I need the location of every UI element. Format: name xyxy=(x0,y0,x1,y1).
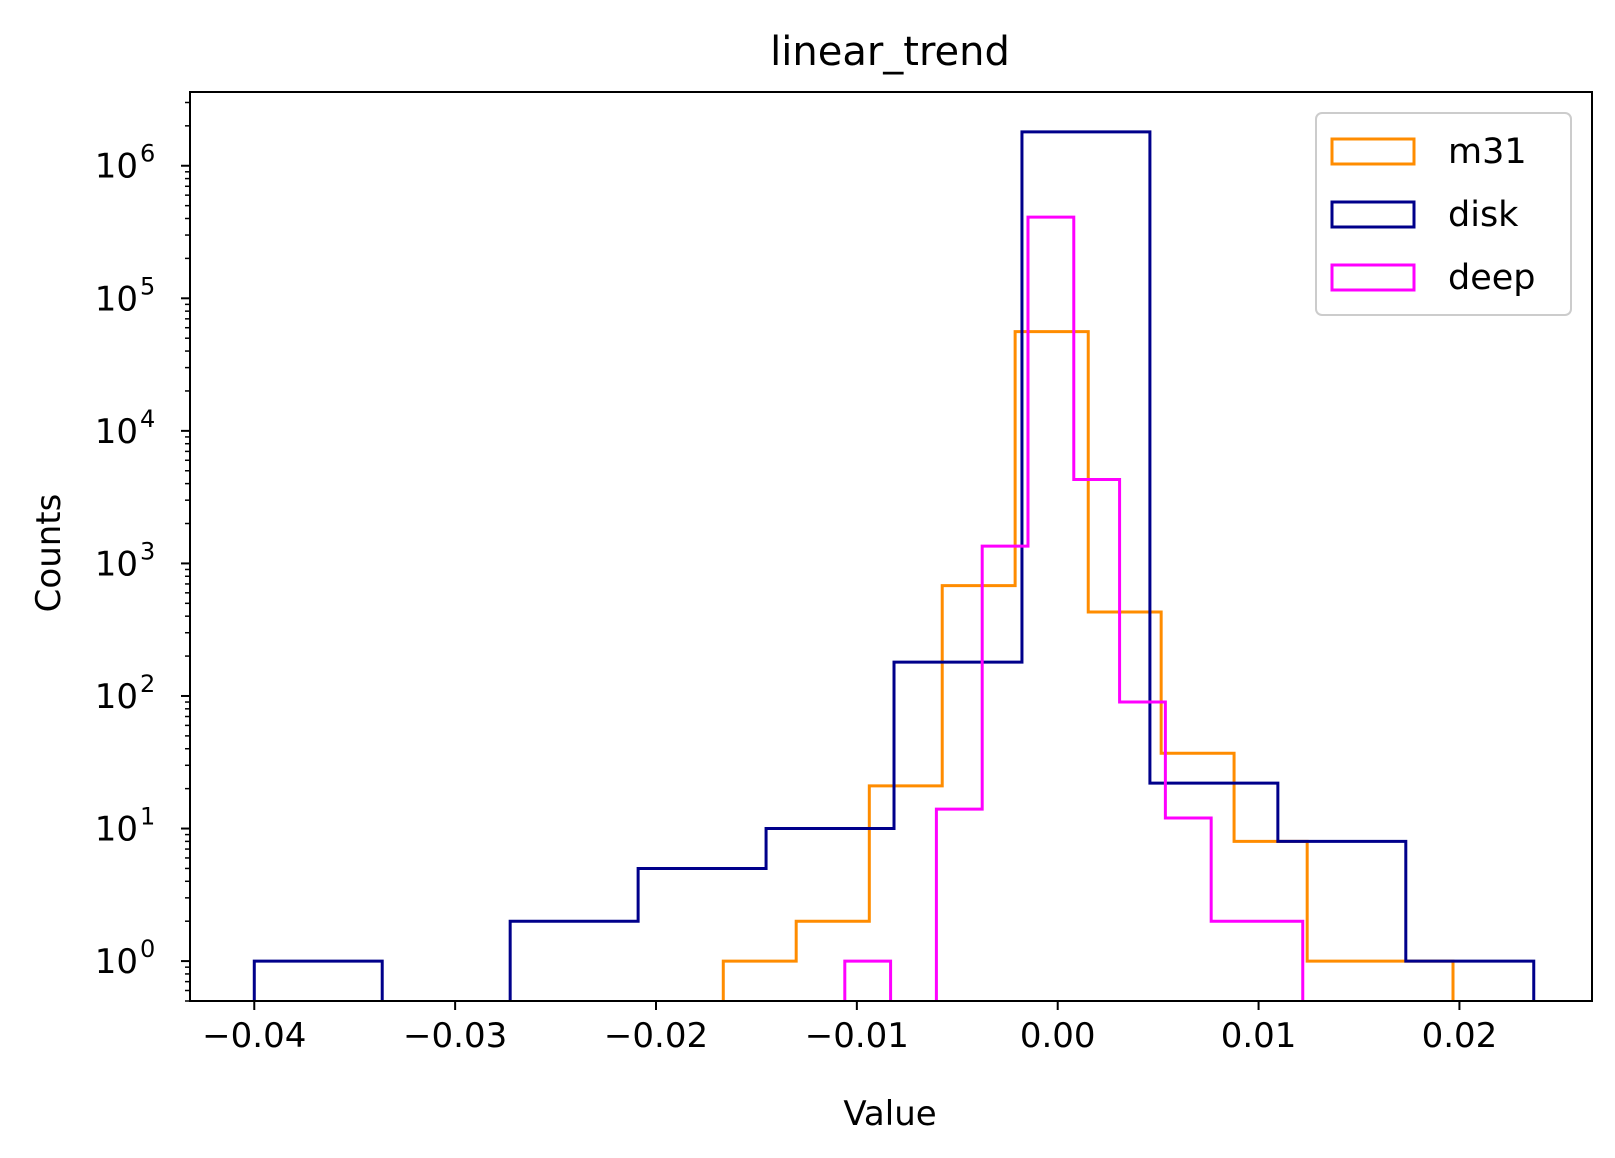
legend: m31 disk deep xyxy=(1315,112,1572,316)
y-axis-label: Counts xyxy=(29,494,69,613)
y-tick-exponent: 6 xyxy=(140,140,155,168)
legend-swatch-m31 xyxy=(1330,137,1416,166)
legend-swatch-disk xyxy=(1330,200,1416,229)
x-tick-label: −0.04 xyxy=(202,1016,306,1056)
y-tick-exponent: 5 xyxy=(140,272,155,300)
y-tick-exponent: 2 xyxy=(140,670,155,698)
x-tick-label: −0.03 xyxy=(403,1016,507,1056)
y-tick-exponent: 1 xyxy=(140,803,155,831)
y-tick-label: 10 xyxy=(95,412,138,452)
x-axis-label: Value xyxy=(843,1094,936,1134)
y-tick-exponent: 4 xyxy=(140,405,155,433)
y-tick-label: 10 xyxy=(95,942,138,982)
y-tick-exponent: 0 xyxy=(140,935,155,963)
x-tick-label: 0.01 xyxy=(1221,1016,1297,1056)
histogram-deep xyxy=(843,215,1305,1001)
x-tick-label: −0.02 xyxy=(604,1016,708,1056)
y-tick-label: 10 xyxy=(95,810,138,850)
axes-frame xyxy=(189,91,1593,1002)
x-tick-label: 0.00 xyxy=(1020,1016,1096,1056)
x-tick-label: 0.02 xyxy=(1422,1016,1498,1056)
legend-label-disk: disk xyxy=(1448,195,1519,235)
y-tick-label: 10 xyxy=(95,544,138,584)
y-tick-exponent: 3 xyxy=(140,537,155,565)
y-tick-label: 10 xyxy=(95,677,138,717)
y-tick-label: 10 xyxy=(95,147,138,187)
y-tick-label: 10 xyxy=(95,279,138,319)
histogram-disk xyxy=(252,130,1536,1001)
chart-title: linear_trend xyxy=(770,29,1010,75)
legend-swatch-deep xyxy=(1330,263,1416,292)
legend-label-deep: deep xyxy=(1448,258,1536,298)
legend-label-m31: m31 xyxy=(1448,132,1527,172)
x-tick-label: −0.01 xyxy=(805,1016,909,1056)
histogram-m31 xyxy=(721,330,1455,1001)
